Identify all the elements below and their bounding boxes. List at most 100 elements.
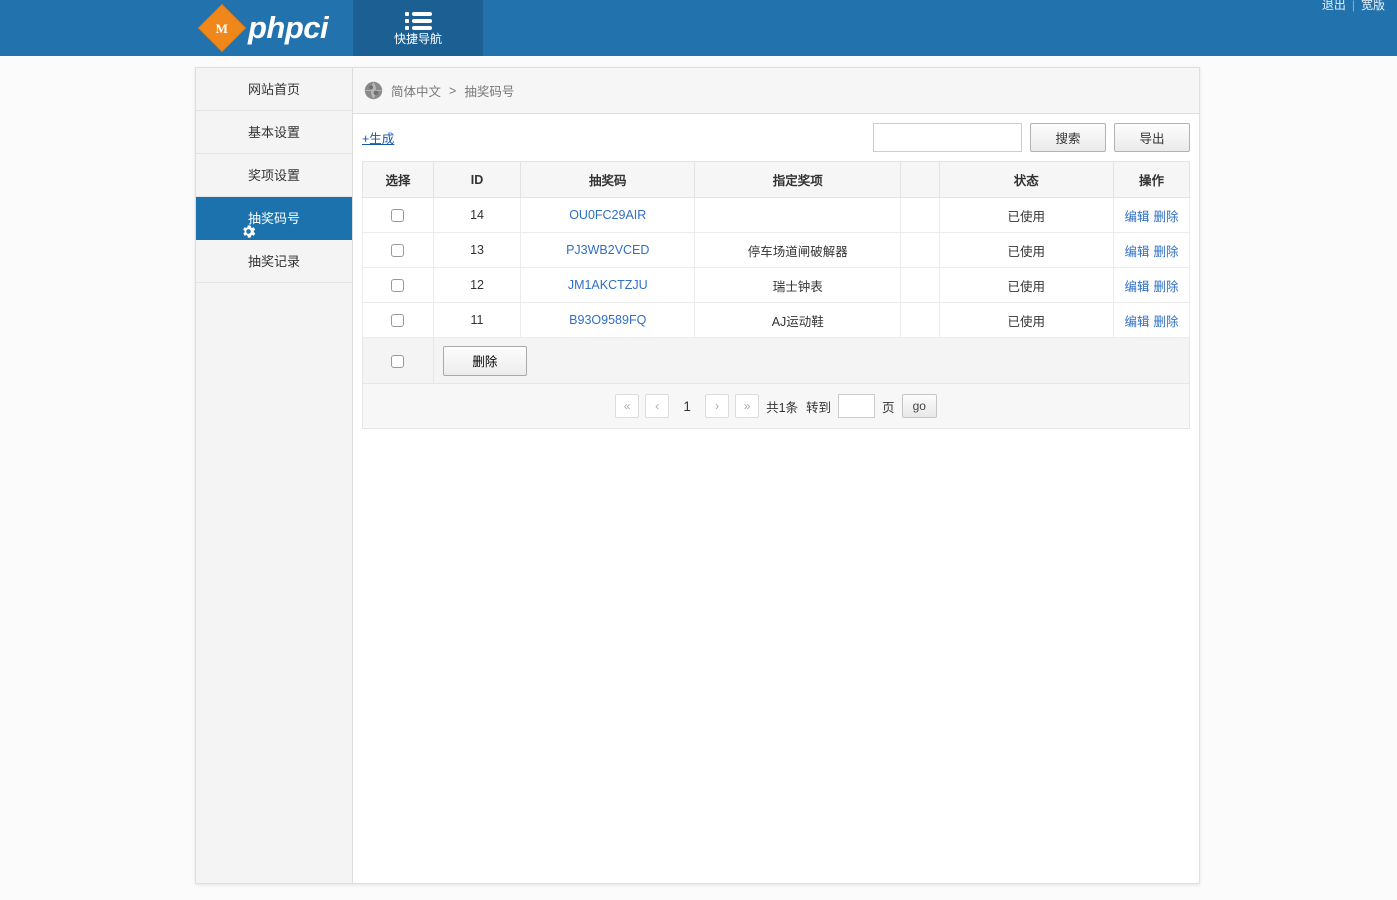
select-all-cell [362,337,434,384]
goto-label: 转到 [806,400,832,415]
row-prize [694,197,902,233]
row-blank [900,232,940,268]
logo-diamond-icon: M [197,3,247,53]
breadcrumb-current: 抽奖码号 [464,85,515,99]
sidebar-nav: 网站首页 基本设置 奖项设置 抽奖码号 抽奖记录 [196,68,353,883]
edit-link[interactable]: 编辑 [1124,244,1150,259]
logo-wordmark: phpci [248,10,329,45]
table-row: 11 B93O9589FQ AJ运动鞋 已使用 编辑 删除 [362,302,1191,338]
page-number-input[interactable] [838,394,876,418]
edit-link[interactable]: 编辑 [1124,279,1150,294]
breadcrumb-root[interactable]: 简体中文 [391,85,442,99]
sidebar-item-label: 奖项设置 [247,168,300,183]
column-header-actions: 操作 [1112,161,1191,198]
row-id: 12 [432,267,522,303]
page-unit-label: 页 [882,400,895,415]
lottery-code-link[interactable]: OU0FC29AIR [569,208,647,222]
column-header-select: 选择 [362,161,434,198]
breadcrumb: 简体中文 > 抽奖码号 [353,68,1199,114]
column-header-blank [900,161,940,198]
logo-mark-letter: M [215,20,229,36]
row-id: 14 [432,197,522,233]
delete-link[interactable]: 删除 [1153,279,1179,294]
pagination: « ‹ 1 › » 共1条 转到 页 go [364,394,1188,418]
sidebar-item-label: 抽奖码号 [247,211,300,226]
bulk-action-row: 删除 [362,337,1191,384]
column-header-id: ID [432,161,522,198]
page-last-button[interactable]: » [735,394,760,418]
row-prize: AJ运动鞋 [694,302,902,338]
row-state: 已使用 [938,267,1114,303]
search-input[interactable] [873,123,1022,152]
lottery-code-table: 选择 ID 抽奖码 指定奖项 状态 操作 14 OU0FC29AIR 已使用 [362,161,1191,429]
total-count-label: 共1条 [766,400,799,415]
page-next-button[interactable]: › [705,394,730,418]
sidebar-item-label: 网站首页 [247,82,300,97]
row-checkbox[interactable] [391,279,405,293]
lottery-code-link[interactable]: JM1AKCTZJU [567,278,648,292]
row-select-cell [362,267,434,303]
quicknav-label: 快捷导航 [393,31,442,46]
row-checkbox[interactable] [391,314,405,328]
globe-icon [364,81,383,100]
lottery-code-link[interactable]: PJ3WB2VCED [566,243,650,257]
header-link-separator: | [1351,0,1355,12]
page-first-button[interactable]: « [615,394,640,418]
row-checkbox[interactable] [391,209,405,223]
logout-link[interactable]: 退出 [1321,0,1346,12]
content-area: 简体中文 > 抽奖码号 +生成 搜索 导出 选择 ID 抽奖码 [353,68,1199,883]
sidebar-item-prize-settings[interactable]: 奖项设置 [196,154,352,197]
header-user-links: 退出 | 宽版 [1322,0,1385,13]
sidebar-item-basic-settings[interactable]: 基本设置 [196,111,352,154]
pagination-cell: « ‹ 1 › » 共1条 转到 页 go [362,383,1190,429]
wide-view-link[interactable]: 宽版 [1360,0,1385,12]
row-blank [900,302,940,338]
row-select-cell [362,197,434,233]
quicknav-button[interactable]: 快捷导航 [353,0,483,56]
row-id: 11 [432,302,522,338]
select-all-checkbox[interactable] [391,354,405,368]
delete-link[interactable]: 删除 [1153,244,1179,259]
row-actions: 编辑 删除 [1112,197,1191,233]
sidebar-item-lottery-records[interactable]: 抽奖记录 [196,240,352,283]
row-actions: 编辑 删除 [1112,267,1191,303]
export-button[interactable]: 导出 [1114,123,1190,152]
top-header-bar: M phpci 快捷导航 退出 | 宽版 [0,0,1397,56]
page-go-button[interactable]: go [901,394,937,418]
delete-link[interactable]: 删除 [1153,314,1179,329]
generate-link[interactable]: +生成 [362,132,395,146]
row-blank [900,197,940,233]
search-button[interactable]: 搜索 [1030,123,1106,152]
row-actions: 编辑 删除 [1112,232,1191,268]
sidebar-item-home[interactable]: 网站首页 [196,68,352,111]
row-id: 13 [432,232,522,268]
table-toolbar: +生成 搜索 导出 [353,114,1199,161]
edit-link[interactable]: 编辑 [1124,209,1150,224]
sidebar-item-lottery-codes[interactable]: 抽奖码号 [196,197,352,240]
row-select-cell [362,232,434,268]
column-header-code: 抽奖码 [520,161,696,198]
table-row: 14 OU0FC29AIR 已使用 编辑 删除 [362,197,1191,233]
row-select-cell [362,302,434,338]
table-row: 13 PJ3WB2VCED 停车场道闸破解器 已使用 编辑 删除 [362,232,1191,268]
main-panel: 网站首页 基本设置 奖项设置 抽奖码号 抽奖记录 [195,67,1200,884]
row-blank [900,267,940,303]
row-prize: 停车场道闸破解器 [694,232,902,268]
sidebar-item-label: 基本设置 [247,125,300,140]
row-actions: 编辑 删除 [1112,302,1191,338]
bulk-delete-button[interactable]: 删除 [442,345,527,376]
breadcrumb-separator: > [449,83,457,98]
delete-link[interactable]: 删除 [1153,209,1179,224]
row-prize: 瑞士钟表 [694,267,902,303]
list-icon [404,11,432,30]
pagination-row: « ‹ 1 › » 共1条 转到 页 go [362,383,1190,429]
row-checkbox[interactable] [391,244,405,258]
bulk-action-cell: 删除 [432,337,1191,384]
column-header-prize: 指定奖项 [694,161,902,198]
lottery-code-link[interactable]: B93O9589FQ [569,313,647,327]
page-prev-button[interactable]: ‹ [645,394,670,418]
page-current[interactable]: 1 [683,398,691,414]
column-header-state: 状态 [938,161,1114,198]
app-logo[interactable]: M phpci [197,3,329,53]
edit-link[interactable]: 编辑 [1124,314,1150,329]
